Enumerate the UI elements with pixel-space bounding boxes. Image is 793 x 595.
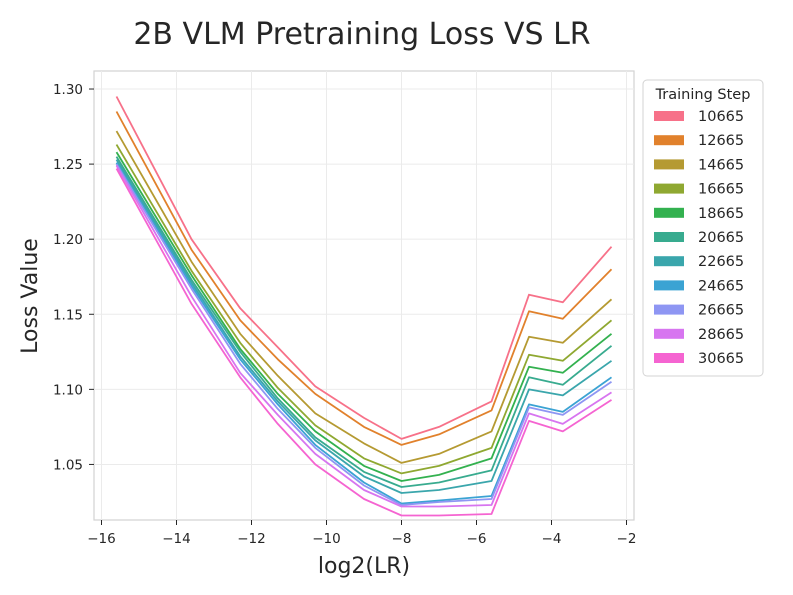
series-line-28665 bbox=[115, 165, 612, 508]
legend-label-18665: 18665 bbox=[698, 206, 744, 222]
series-line-20665 bbox=[115, 156, 613, 488]
legend-label-30665: 30665 bbox=[698, 351, 744, 367]
x-tick-labels: −16 −14 −12 −10 −8 −6 −4 −2 bbox=[87, 520, 636, 547]
legend-items: 10665 12665 14665 16665 18665 20665 22665 24665… bbox=[654, 109, 744, 367]
legend-swatch-14665 bbox=[654, 159, 684, 170]
legend-swatch-26665 bbox=[654, 304, 684, 315]
series-line-10665 bbox=[115, 96, 613, 440]
series-line-22665 bbox=[115, 159, 613, 494]
grid bbox=[94, 71, 634, 520]
legend-swatch-18665 bbox=[654, 207, 684, 218]
legend-label-10665: 10665 bbox=[698, 109, 744, 125]
y-tick-label: 1.05 bbox=[53, 457, 83, 473]
legend-box bbox=[642, 79, 764, 377]
legend-label-12665: 12665 bbox=[698, 133, 744, 149]
legend-swatch-12665 bbox=[654, 135, 684, 146]
y-tick-label: 1.10 bbox=[53, 382, 83, 398]
chart-title: 2B VLM Pretraining Loss VS LR bbox=[133, 17, 590, 52]
legend-label-24665: 24665 bbox=[698, 278, 744, 294]
legend-label-28665: 28665 bbox=[698, 327, 744, 343]
legend-swatch-16665 bbox=[654, 183, 684, 194]
plot-area bbox=[93, 70, 635, 521]
x-tick-label: −12 bbox=[237, 531, 266, 547]
series-line-30665 bbox=[115, 168, 612, 517]
x-tick-label: −2 bbox=[617, 531, 637, 547]
legend-swatch-20665 bbox=[654, 232, 684, 242]
x-axis-label: log2(LR) bbox=[318, 554, 410, 579]
series-line-14665 bbox=[115, 130, 613, 464]
y-tick-label: 1.15 bbox=[53, 307, 83, 323]
y-axis-label: Loss Value bbox=[18, 238, 43, 354]
x-tick-label: −6 bbox=[467, 531, 487, 547]
legend-label-22665: 22665 bbox=[698, 254, 744, 270]
y-tick-label: 1.25 bbox=[53, 157, 83, 173]
legend-swatch-30665 bbox=[654, 353, 684, 363]
legend-swatch-24665 bbox=[654, 280, 684, 291]
legend-swatch-10665 bbox=[654, 111, 684, 121]
legend: Training Step 10665 12665 14665 16665 18665 2… bbox=[642, 79, 764, 377]
x-tick-label: −4 bbox=[542, 531, 562, 547]
series-line-16665 bbox=[115, 144, 613, 475]
legend-label-20665: 20665 bbox=[698, 230, 744, 246]
y-tick-label: 1.20 bbox=[53, 232, 83, 248]
x-tick-label: −16 bbox=[87, 531, 116, 547]
series-line-18665 bbox=[115, 151, 613, 482]
series-line-26665 bbox=[115, 163, 613, 506]
series-lines bbox=[115, 96, 613, 517]
series-line-24665 bbox=[115, 162, 613, 505]
legend-swatch-22665 bbox=[654, 256, 684, 267]
legend-label-14665: 14665 bbox=[698, 157, 744, 173]
legend-label-16665: 16665 bbox=[698, 182, 744, 198]
x-tick-label: −8 bbox=[392, 531, 412, 547]
x-tick-label: −10 bbox=[312, 531, 341, 547]
legend-title: Training Step bbox=[655, 87, 751, 103]
y-tick-labels: 1.05 1.10 1.15 1.20 1.25 1.30 bbox=[53, 82, 94, 473]
x-tick-label: −14 bbox=[162, 531, 191, 547]
legend-label-26665: 26665 bbox=[698, 303, 744, 319]
y-tick-label: 1.30 bbox=[53, 82, 83, 98]
legend-swatch-28665 bbox=[654, 328, 684, 339]
series-line-12665 bbox=[115, 111, 613, 446]
